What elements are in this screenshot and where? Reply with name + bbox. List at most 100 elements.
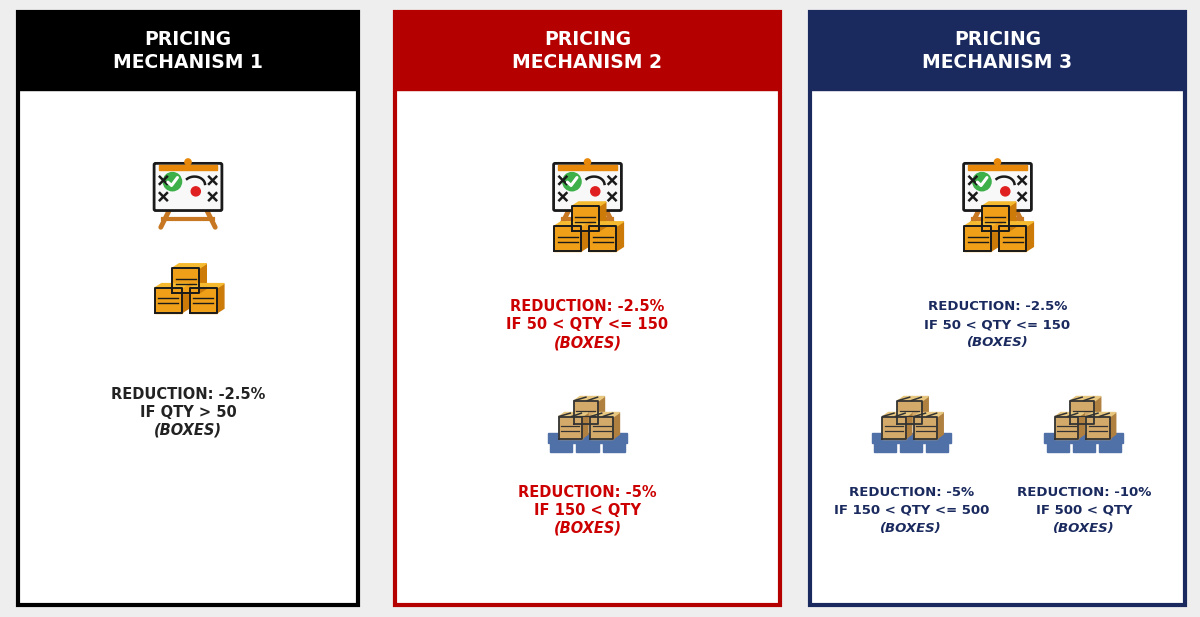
Polygon shape <box>172 263 206 268</box>
Polygon shape <box>155 288 181 313</box>
Polygon shape <box>554 226 581 251</box>
Polygon shape <box>581 222 588 251</box>
Polygon shape <box>898 401 922 424</box>
Polygon shape <box>190 284 224 288</box>
Polygon shape <box>217 284 224 313</box>
Polygon shape <box>964 222 998 226</box>
Polygon shape <box>882 413 912 417</box>
Polygon shape <box>582 413 588 439</box>
Text: REDUCTION: -2.5%: REDUCTION: -2.5% <box>928 300 1067 313</box>
Polygon shape <box>181 284 188 313</box>
Text: (BOXES): (BOXES) <box>967 336 1028 349</box>
Bar <box>1044 433 1123 442</box>
Circle shape <box>163 173 181 191</box>
Polygon shape <box>589 222 624 226</box>
Bar <box>576 442 599 452</box>
Polygon shape <box>1026 222 1033 251</box>
Text: IF QTY > 50: IF QTY > 50 <box>139 405 236 420</box>
Polygon shape <box>922 397 929 424</box>
Polygon shape <box>571 207 599 231</box>
Polygon shape <box>1079 413 1085 439</box>
Bar <box>1099 442 1121 452</box>
Polygon shape <box>554 222 588 226</box>
Polygon shape <box>598 397 605 424</box>
Text: REDUCTION: -5%: REDUCTION: -5% <box>518 485 656 500</box>
Polygon shape <box>991 222 998 251</box>
Polygon shape <box>898 397 929 401</box>
Bar <box>18 12 358 90</box>
Circle shape <box>584 159 590 165</box>
Polygon shape <box>937 413 943 439</box>
Polygon shape <box>906 413 912 439</box>
Text: PRICING
MECHANISM 3: PRICING MECHANISM 3 <box>923 30 1073 72</box>
Text: IF 150 < QTY <= 500: IF 150 < QTY <= 500 <box>834 504 989 517</box>
Bar <box>900 442 923 452</box>
Polygon shape <box>558 413 588 417</box>
Text: REDUCTION: -5%: REDUCTION: -5% <box>848 486 974 499</box>
Polygon shape <box>1086 413 1116 417</box>
FancyBboxPatch shape <box>964 164 1032 210</box>
Polygon shape <box>1009 202 1016 231</box>
Bar <box>548 433 626 442</box>
FancyBboxPatch shape <box>154 164 222 210</box>
FancyBboxPatch shape <box>553 164 622 210</box>
Text: PRICING
MECHANISM 1: PRICING MECHANISM 1 <box>113 30 263 72</box>
Polygon shape <box>1000 226 1026 251</box>
Circle shape <box>590 187 600 196</box>
Circle shape <box>191 187 200 196</box>
Bar <box>1073 442 1094 452</box>
Bar <box>1046 442 1068 452</box>
Text: PRICING
MECHANISM 2: PRICING MECHANISM 2 <box>512 30 662 72</box>
Bar <box>874 442 896 452</box>
Bar <box>810 12 1186 90</box>
Polygon shape <box>574 401 598 424</box>
Circle shape <box>563 173 581 191</box>
Polygon shape <box>882 417 906 439</box>
Text: (BOXES): (BOXES) <box>553 336 622 350</box>
Polygon shape <box>1070 401 1094 424</box>
Polygon shape <box>172 268 199 293</box>
Polygon shape <box>571 202 606 207</box>
Polygon shape <box>590 413 619 417</box>
Polygon shape <box>590 417 613 439</box>
Bar <box>968 165 1027 170</box>
Bar <box>18 12 358 605</box>
Circle shape <box>185 159 191 165</box>
Text: (BOXES): (BOXES) <box>1052 522 1115 535</box>
Circle shape <box>1001 187 1010 196</box>
Text: IF 50 < QTY <= 150: IF 50 < QTY <= 150 <box>924 318 1070 331</box>
Polygon shape <box>617 222 624 251</box>
Bar <box>395 12 780 605</box>
Circle shape <box>995 159 1001 165</box>
Polygon shape <box>982 207 1009 231</box>
Circle shape <box>973 173 991 191</box>
Text: IF 150 < QTY: IF 150 < QTY <box>534 503 641 518</box>
Text: REDUCTION: -2.5%: REDUCTION: -2.5% <box>510 299 665 315</box>
Polygon shape <box>1086 417 1110 439</box>
Polygon shape <box>964 226 991 251</box>
Polygon shape <box>589 226 617 251</box>
Text: IF 50 < QTY <= 150: IF 50 < QTY <= 150 <box>506 317 668 333</box>
Polygon shape <box>1070 397 1100 401</box>
Text: IF 500 < QTY: IF 500 < QTY <box>1036 504 1132 517</box>
Polygon shape <box>1055 413 1085 417</box>
Polygon shape <box>1094 397 1100 424</box>
Polygon shape <box>913 413 943 417</box>
Bar <box>558 165 617 170</box>
Polygon shape <box>913 417 937 439</box>
Polygon shape <box>982 202 1016 207</box>
Polygon shape <box>190 288 217 313</box>
Bar <box>810 12 1186 605</box>
Bar <box>926 442 948 452</box>
Polygon shape <box>199 263 206 293</box>
Polygon shape <box>599 202 606 231</box>
Polygon shape <box>613 413 619 439</box>
Bar <box>602 442 625 452</box>
Bar <box>395 12 780 90</box>
Polygon shape <box>574 397 605 401</box>
Bar <box>551 442 572 452</box>
Polygon shape <box>155 284 188 288</box>
Text: REDUCTION: -10%: REDUCTION: -10% <box>1016 486 1151 499</box>
Polygon shape <box>558 417 582 439</box>
Bar <box>158 165 217 170</box>
